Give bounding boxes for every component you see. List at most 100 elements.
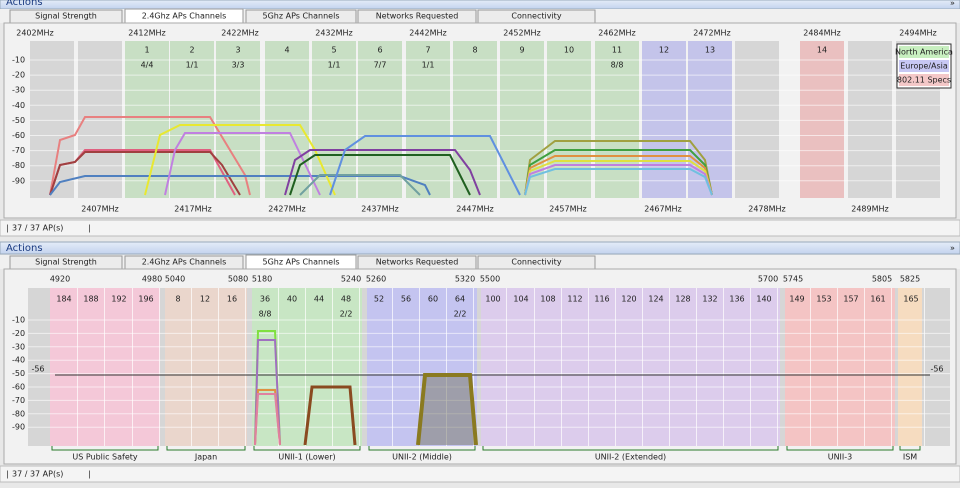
y-tick-label: -90 [12, 176, 25, 185]
band-bracket [368, 446, 476, 451]
frequency-label: 5040 [165, 275, 185, 284]
band-region [165, 288, 247, 446]
tab-label: Signal Strength [35, 12, 97, 21]
status-text: 37 / 37 AP(s) [12, 470, 63, 479]
y-tick-label: -80 [12, 161, 25, 170]
channel-label: 9 [519, 46, 524, 55]
channel-label: 120 [621, 295, 636, 304]
threshold-label: -56 [930, 365, 943, 374]
panel-header [0, 241, 960, 255]
channel-label: 112 [567, 295, 582, 304]
y-tick-label: -40 [12, 356, 25, 365]
y-tick-label: -70 [12, 146, 25, 155]
band-bracket [899, 446, 921, 451]
empty-column [848, 41, 892, 198]
channel-column [312, 41, 356, 198]
band-region [481, 288, 780, 446]
legend-item [899, 74, 949, 86]
channel-column [642, 41, 686, 198]
y-tick-label: -70 [12, 396, 25, 405]
frequency-label: 5745 [783, 275, 803, 284]
frequency-label: 5180 [252, 275, 272, 284]
frequency-label: 2402MHz [16, 29, 53, 38]
band-label: US Public Safety [72, 453, 138, 462]
collapse-icon: » [950, 0, 955, 8]
empty-column [28, 288, 50, 446]
frequency-label: 2412MHz [128, 29, 165, 38]
frequency-label: 2462MHz [598, 29, 635, 38]
status-sep: | [6, 224, 9, 233]
y-tick-label: -50 [12, 116, 25, 125]
frequency-label: 2457MHz [549, 205, 586, 214]
collapse-icon: » [950, 244, 955, 253]
frequency-label: 5260 [366, 275, 386, 284]
empty-column [895, 288, 898, 446]
empty-column [922, 288, 950, 446]
threshold-label: -56 [31, 365, 44, 374]
frequency-label: 2407MHz [81, 205, 118, 214]
channel-ap-count: 1/1 [422, 61, 435, 70]
tab-label: 2.4Ghz APs Channels [142, 12, 227, 21]
channel-column [688, 41, 732, 198]
legend-label: 802.11 Specs [897, 76, 951, 85]
channel-label: 13 [705, 46, 715, 55]
channel-column [595, 41, 639, 198]
channel-label: 140 [756, 295, 771, 304]
panel-title: Actions [6, 243, 43, 254]
frequency-label: 2427MHz [268, 205, 305, 214]
channel-label: 48 [341, 295, 351, 304]
channel-label: 7 [425, 46, 430, 55]
y-tick-label: -30 [12, 86, 25, 95]
empty-column [247, 288, 252, 446]
empty-column [362, 288, 367, 446]
channel-label: 165 [903, 295, 918, 304]
channel-label: 153 [816, 295, 831, 304]
band-label: ISM [903, 453, 917, 462]
channel-column [216, 41, 260, 198]
legend-item [899, 60, 949, 72]
channel-label: 5 [331, 46, 336, 55]
channel-column [170, 41, 214, 198]
channel-label: 44 [314, 295, 324, 304]
band-region [898, 288, 922, 446]
empty-column [160, 288, 165, 446]
channel-label: 14 [817, 46, 827, 55]
frequency-label: 2452MHz [503, 29, 540, 38]
panel-title: Actions [6, 0, 43, 8]
status-bar [0, 219, 960, 237]
channel-label: 64 [455, 295, 465, 304]
channel-label: 6 [377, 46, 382, 55]
signal-curves-24 [49, 116, 713, 196]
empty-column [78, 41, 122, 198]
frequency-label: 2417MHz [174, 205, 211, 214]
channel-label: 188 [83, 295, 98, 304]
channel-label: 196 [138, 295, 153, 304]
channel-label: 52 [374, 295, 384, 304]
channel-column [453, 41, 497, 198]
channel-label: 149 [789, 295, 804, 304]
channel-column [800, 41, 844, 198]
frequency-label: 2437MHz [361, 205, 398, 214]
frequency-label: 2447MHz [456, 205, 493, 214]
status-sep: | [88, 224, 91, 233]
channel-label: 12 [659, 46, 669, 55]
channel-label: 36 [260, 295, 270, 304]
band-label: Japan [194, 453, 217, 462]
y-tick-label: -20 [12, 71, 25, 80]
channel-ap-count: 3/3 [232, 61, 245, 70]
channel-label: 10 [564, 46, 574, 55]
frequency-label: 5805 [872, 275, 892, 284]
channel-ap-count: 2/2 [454, 310, 467, 319]
y-tick-label: -60 [12, 131, 25, 140]
band-region [785, 288, 895, 446]
y-tick-label: -10 [12, 316, 25, 325]
channel-label: 184 [56, 295, 71, 304]
frequency-label: 2494MHz [899, 29, 936, 38]
channel-label: 161 [870, 295, 885, 304]
status-sep: | [88, 470, 91, 479]
band-bracket [253, 446, 361, 451]
channel-column [406, 41, 450, 198]
tab-label: Connectivity [511, 12, 561, 21]
frequency-label: 2484MHz [803, 29, 840, 38]
